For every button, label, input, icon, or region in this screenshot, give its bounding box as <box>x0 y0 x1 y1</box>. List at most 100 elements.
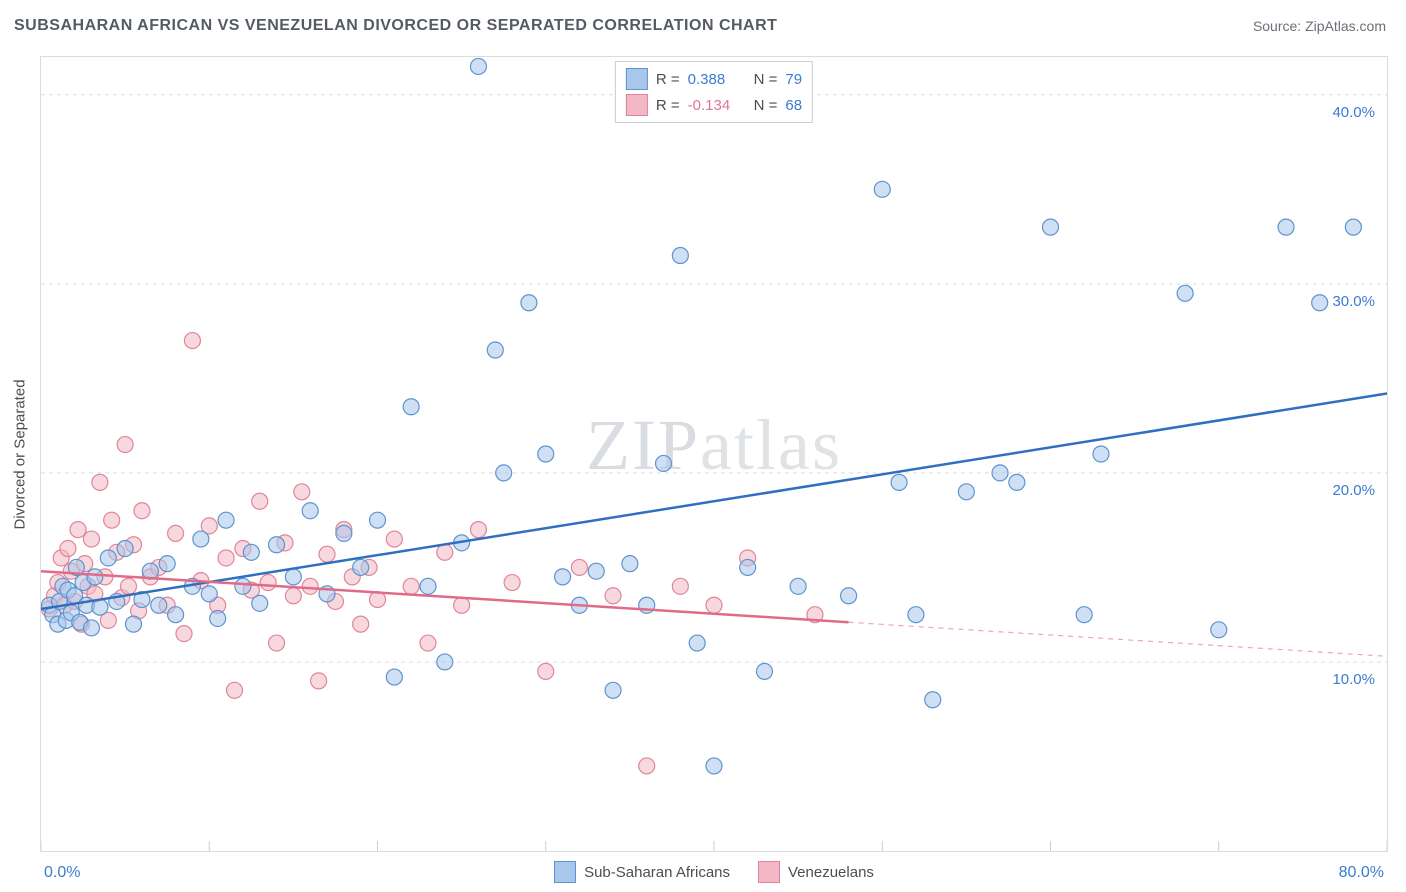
scatter-point <box>353 616 369 632</box>
scatter-point <box>841 588 857 604</box>
legend-row-series-1: R = 0.388 N = 79 <box>626 66 802 92</box>
scatter-point <box>656 455 672 471</box>
scatter-point <box>689 635 705 651</box>
scatter-point <box>201 586 217 602</box>
scatter-point <box>126 616 142 632</box>
scatter-point <box>672 578 688 594</box>
series-legend-item-1: Sub-Saharan Africans <box>554 861 730 883</box>
scatter-point <box>420 578 436 594</box>
scatter-point <box>740 559 756 575</box>
chart-plot-area: ZIPatlas 10.0%20.0%30.0%40.0% R = 0.388 … <box>40 56 1388 852</box>
scatter-point <box>992 465 1008 481</box>
source-attribution: Source: ZipAtlas.com <box>1253 18 1386 34</box>
scatter-point <box>87 569 103 585</box>
scatter-point <box>92 474 108 490</box>
scatter-point <box>588 563 604 579</box>
legend-r-label-1: R = <box>656 71 680 88</box>
scatter-point <box>210 610 226 626</box>
scatter-point <box>218 512 234 528</box>
scatter-point <box>302 503 318 519</box>
legend-row-series-2: R = -0.134 N = 68 <box>626 92 802 118</box>
scatter-point <box>1211 622 1227 638</box>
scatter-point <box>83 531 99 547</box>
scatter-point <box>311 673 327 689</box>
scatter-point <box>622 556 638 572</box>
scatter-point <box>925 692 941 708</box>
series-legend-swatch-2 <box>758 861 780 883</box>
scatter-point <box>1093 446 1109 462</box>
scatter-point <box>243 544 259 560</box>
scatter-point <box>1043 219 1059 235</box>
scatter-point <box>891 474 907 490</box>
scatter-point <box>605 682 621 698</box>
scatter-point <box>168 607 184 623</box>
series-legend: Sub-Saharan Africans Venezuelans <box>40 858 1388 886</box>
scatter-point <box>605 588 621 604</box>
scatter-point <box>874 181 890 197</box>
scatter-point <box>790 578 806 594</box>
scatter-point <box>302 578 318 594</box>
series-legend-label-1: Sub-Saharan Africans <box>584 864 730 881</box>
scatter-point <box>437 544 453 560</box>
scatter-point <box>294 484 310 500</box>
scatter-point <box>470 58 486 74</box>
scatter-point <box>104 512 120 528</box>
legend-n-value-2: 68 <box>785 97 802 114</box>
scatter-point <box>151 597 167 613</box>
scatter-point <box>285 588 301 604</box>
scatter-point <box>1312 295 1328 311</box>
scatter-point <box>420 635 436 651</box>
scatter-point <box>470 522 486 538</box>
chart-svg: 10.0%20.0%30.0%40.0% <box>41 57 1387 851</box>
scatter-point <box>252 493 268 509</box>
scatter-point <box>168 525 184 541</box>
correlation-legend: R = 0.388 N = 79 R = -0.134 N = 68 <box>615 61 813 123</box>
scatter-point <box>908 607 924 623</box>
scatter-point <box>672 248 688 264</box>
scatter-point <box>269 537 285 553</box>
scatter-point <box>386 669 402 685</box>
scatter-point <box>70 522 86 538</box>
scatter-point <box>252 595 268 611</box>
scatter-point <box>958 484 974 500</box>
scatter-point <box>226 682 242 698</box>
source-label: Source: <box>1253 18 1305 34</box>
scatter-point <box>60 541 76 557</box>
scatter-point <box>117 437 133 453</box>
legend-swatch-1 <box>626 68 648 90</box>
scatter-point <box>706 597 722 613</box>
scatter-point <box>353 559 369 575</box>
scatter-point <box>538 663 554 679</box>
scatter-point <box>504 575 520 591</box>
scatter-point <box>571 559 587 575</box>
scatter-point <box>487 342 503 358</box>
source-value: ZipAtlas.com <box>1305 18 1386 34</box>
y-axis-label: Divorced or Separated <box>12 379 29 529</box>
y-tick-label: 20.0% <box>1332 482 1375 499</box>
legend-n-value-1: 79 <box>785 71 802 88</box>
scatter-point <box>386 531 402 547</box>
scatter-point <box>639 758 655 774</box>
series-legend-item-2: Venezuelans <box>758 861 874 883</box>
scatter-point <box>403 578 419 594</box>
scatter-point <box>370 512 386 528</box>
scatter-point <box>496 465 512 481</box>
y-tick-label: 40.0% <box>1332 104 1375 121</box>
scatter-point <box>555 569 571 585</box>
scatter-point <box>184 333 200 349</box>
chart-title: SUBSAHARAN AFRICAN VS VENEZUELAN DIVORCE… <box>14 17 777 35</box>
series-legend-swatch-1 <box>554 861 576 883</box>
scatter-point <box>176 626 192 642</box>
scatter-point <box>260 575 276 591</box>
legend-swatch-2 <box>626 94 648 116</box>
scatter-point <box>83 620 99 636</box>
scatter-point <box>235 578 251 594</box>
scatter-point <box>538 446 554 462</box>
scatter-point <box>1076 607 1092 623</box>
scatter-point <box>1345 219 1361 235</box>
legend-r-value-2: -0.134 <box>688 97 738 114</box>
scatter-point <box>454 597 470 613</box>
scatter-point <box>1009 474 1025 490</box>
scatter-point <box>521 295 537 311</box>
scatter-point <box>756 663 772 679</box>
